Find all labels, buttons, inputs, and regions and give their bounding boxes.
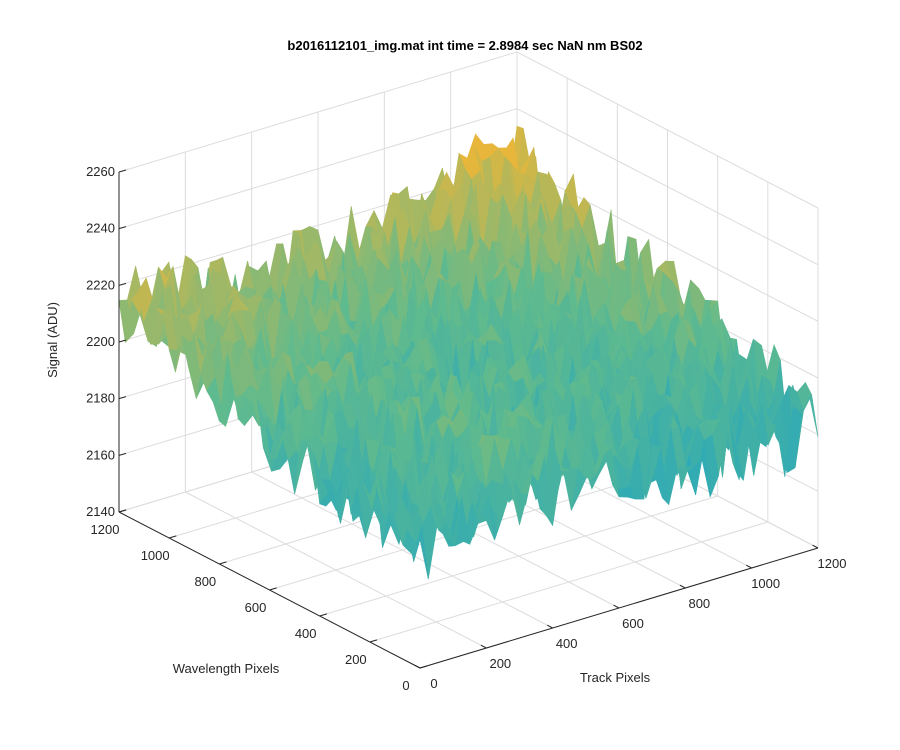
z-tick — [118, 282, 127, 286]
x-tick-label: 400 — [556, 636, 578, 651]
y-tick-label: 1200 — [91, 522, 120, 537]
y-tick-label: 600 — [245, 600, 267, 615]
x-tick — [679, 584, 686, 589]
z-tick — [118, 396, 127, 400]
x-tick — [812, 544, 819, 549]
x-tick — [613, 604, 620, 609]
z-tick — [118, 169, 127, 173]
y-tick — [269, 587, 277, 591]
z-tick — [118, 226, 127, 230]
z-tick-label: 2260 — [86, 164, 115, 179]
surface-mesh — [118, 125, 819, 580]
x-tick-label: 200 — [489, 656, 511, 671]
x-tick — [547, 624, 553, 629]
z-tick-label: 2240 — [86, 221, 115, 236]
y-tick — [319, 613, 327, 617]
z-tick — [118, 452, 127, 456]
x-tick-label: 1000 — [751, 576, 780, 591]
x-tick-label: 800 — [688, 596, 710, 611]
x-tick — [414, 664, 421, 669]
z-tick-label: 2220 — [86, 277, 115, 292]
y-tick-label: 800 — [194, 574, 216, 589]
z-tick-label: 2200 — [86, 334, 115, 349]
y-tick — [419, 665, 428, 669]
grid-line — [118, 51, 819, 209]
x-tick-label: 1200 — [818, 556, 847, 571]
z-axis-label: Signal (ADU) — [45, 302, 60, 378]
x-tick — [480, 644, 487, 649]
x-tick-label: 600 — [622, 616, 644, 631]
z-tick-label: 2140 — [86, 504, 115, 519]
x-tick — [746, 564, 752, 569]
z-tick — [118, 339, 127, 343]
y-tick — [219, 561, 227, 565]
x-axis-label: Track Pixels — [580, 670, 651, 685]
z-tick — [118, 509, 127, 513]
y-tick-label: 200 — [345, 652, 367, 667]
y-tick — [369, 639, 378, 643]
axes-lines — [118, 169, 819, 669]
surface-patch — [413, 526, 429, 580]
chart-title: b2016112101_img.mat int time = 2.8984 se… — [287, 38, 642, 53]
y-tick-label: 1000 — [141, 548, 170, 563]
y-tick — [169, 535, 177, 539]
y-tick-label: 400 — [295, 626, 317, 641]
x-tick-label: 0 — [430, 676, 437, 691]
grid-line — [319, 495, 718, 617]
tick-labels: 0 200 400 600 800 1000 1200 0 200 400 600 800 1000 12… — [86, 164, 846, 693]
z-tick-label: 2160 — [86, 447, 115, 462]
y-tick-label: 0 — [402, 678, 409, 693]
grid-line — [118, 108, 819, 266]
z-tick-label: 2180 — [86, 391, 115, 406]
y-axis-label: Wavelength Pixels — [173, 661, 280, 676]
grid-line — [369, 521, 768, 643]
